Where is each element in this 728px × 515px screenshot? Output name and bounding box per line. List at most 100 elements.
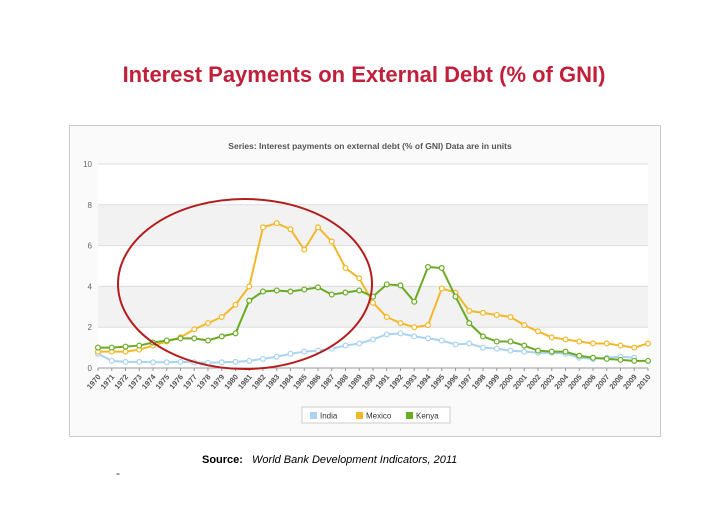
- data-point-india: [122, 358, 129, 365]
- y-tick-label: 10: [83, 160, 92, 169]
- data-point-kenya: [287, 288, 294, 295]
- data-point-kenya: [576, 352, 583, 359]
- data-point-india: [149, 359, 156, 366]
- source-text: World Bank Development Indicators, 2011: [252, 454, 458, 466]
- data-point-india: [356, 340, 363, 347]
- x-tick-label: 1982: [250, 373, 268, 392]
- data-point-kenya: [370, 293, 377, 300]
- data-point-mexico: [438, 285, 445, 292]
- legend-label-india: India: [320, 412, 338, 421]
- data-point-mexico: [260, 224, 267, 231]
- data-point-india: [273, 353, 280, 360]
- data-point-mexico: [356, 275, 363, 282]
- data-point-mexico: [617, 342, 624, 349]
- x-tick-label: 1990: [360, 373, 378, 392]
- data-point-mexico: [521, 322, 528, 329]
- data-point-kenya: [383, 281, 390, 288]
- x-tick-label: 1970: [85, 373, 103, 392]
- x-tick-label: 1992: [387, 373, 405, 392]
- data-point-mexico: [315, 224, 322, 231]
- x-tick-label: 1984: [277, 372, 295, 391]
- data-point-india: [108, 357, 115, 364]
- x-tick-label: 1973: [126, 373, 144, 392]
- x-tick-label: 1986: [305, 373, 323, 392]
- data-point-kenya: [315, 284, 322, 291]
- x-tick-label: 1993: [401, 373, 419, 392]
- data-point-kenya: [452, 293, 459, 300]
- y-tick-label: 4: [88, 282, 93, 291]
- data-point-india: [246, 357, 253, 364]
- data-point-kenya: [493, 338, 500, 345]
- data-point-mexico: [480, 309, 487, 316]
- x-tick-label: 1975: [154, 373, 172, 392]
- data-point-kenya: [507, 338, 514, 345]
- x-tick-label: 1988: [332, 373, 350, 392]
- x-tick-label: 1999: [484, 373, 502, 392]
- x-tick-label: 1983: [264, 373, 282, 392]
- x-tick-label: 1980: [222, 373, 240, 392]
- data-point-kenya: [232, 330, 239, 337]
- data-point-kenya: [617, 356, 624, 363]
- x-tick-label: 1981: [236, 373, 254, 392]
- legend-swatch-kenya: [406, 412, 413, 419]
- data-point-mexico: [273, 220, 280, 227]
- x-axis: 1970197119721973197419751976197719781979…: [85, 367, 653, 392]
- x-tick-label: 1987: [319, 373, 337, 392]
- x-tick-label: 2003: [539, 373, 557, 392]
- data-point-india: [136, 358, 143, 365]
- x-tick-label: 2000: [497, 373, 515, 392]
- data-point-india: [328, 345, 335, 352]
- data-point-india: [493, 345, 500, 352]
- data-point-india: [480, 344, 487, 351]
- y-axis: 0 2 4 6 8 10: [83, 160, 92, 373]
- data-point-kenya: [425, 264, 432, 271]
- data-point-kenya: [301, 286, 308, 293]
- x-tick-label: 2007: [594, 373, 612, 392]
- data-point-kenya: [260, 288, 267, 295]
- data-point-mexico: [507, 314, 514, 321]
- legend-label-kenya: Kenya: [416, 412, 439, 421]
- x-tick-label: 2009: [621, 373, 639, 392]
- data-point-kenya: [356, 287, 363, 294]
- data-point-mexico: [205, 320, 212, 327]
- data-point-kenya: [397, 282, 404, 289]
- data-point-kenya: [136, 342, 143, 349]
- data-point-kenya: [411, 298, 418, 305]
- data-point-kenya: [177, 335, 184, 342]
- y-tick-label: 8: [88, 201, 93, 210]
- x-tick-label: 2006: [580, 373, 598, 392]
- data-point-kenya: [480, 333, 487, 340]
- data-point-kenya: [644, 357, 651, 364]
- data-point-mexico: [370, 299, 377, 306]
- data-point-india: [218, 359, 225, 366]
- data-point-mexico: [122, 348, 129, 355]
- data-point-mexico: [425, 322, 432, 329]
- data-point-kenya: [535, 347, 542, 354]
- x-tick-label: 1979: [209, 373, 227, 392]
- y-tick-label: 2: [88, 323, 93, 332]
- data-point-kenya: [548, 348, 555, 355]
- data-point-india: [205, 359, 212, 366]
- data-point-mexico: [644, 340, 651, 347]
- data-point-mexico: [466, 307, 473, 314]
- data-point-kenya: [438, 265, 445, 272]
- x-tick-label: 1972: [112, 373, 130, 392]
- data-point-india: [411, 333, 418, 340]
- data-point-kenya: [218, 333, 225, 340]
- x-tick-label: 2002: [525, 373, 543, 392]
- data-point-mexico: [383, 314, 390, 321]
- data-point-kenya: [149, 339, 156, 346]
- data-point-india: [466, 340, 473, 347]
- plot-band: [98, 286, 648, 328]
- x-tick-label: 2008: [607, 373, 625, 392]
- data-point-kenya: [342, 289, 349, 296]
- data-point-mexico: [397, 320, 404, 327]
- data-point-india: [191, 359, 198, 366]
- data-point-mexico: [603, 340, 610, 347]
- data-point-mexico: [301, 246, 308, 253]
- source-line: Source: World Bank Development Indicator…: [202, 454, 457, 466]
- x-tick-label: 2001: [511, 373, 529, 392]
- chart-frame: Series: Interest payments on external de…: [69, 125, 661, 437]
- x-tick-label: 1997: [456, 373, 474, 392]
- x-tick-label: 1995: [429, 373, 447, 392]
